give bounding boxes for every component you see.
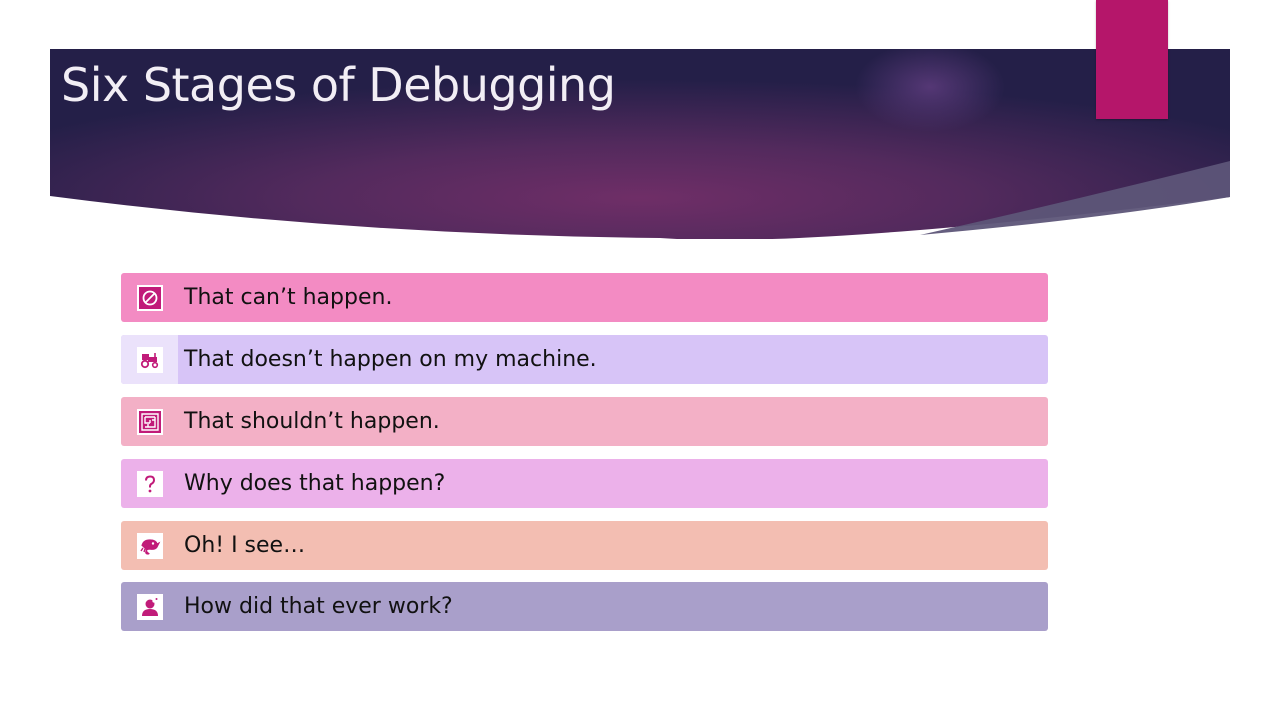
person-thinking-icon <box>136 593 163 620</box>
stage-label: That can’t happen. <box>184 285 393 310</box>
stage-label: How did that ever work? <box>184 594 453 619</box>
slide-title: Six Stages of Debugging <box>61 58 616 112</box>
stage-item: That doesn’t happen on my machine. <box>121 335 1048 384</box>
stage-item: Oh! I see… <box>121 521 1048 570</box>
stage-item: How did that ever work? <box>121 582 1048 631</box>
title-banner <box>50 49 1230 239</box>
stage-label: Why does that happen? <box>184 471 446 496</box>
question-mark-icon <box>136 470 163 497</box>
tractor-icon <box>136 346 163 373</box>
chameleon-icon <box>136 532 163 559</box>
prohibited-icon <box>136 284 163 311</box>
maze-icon <box>136 408 163 435</box>
stage-item: That can’t happen. <box>121 273 1048 322</box>
stage-label: That doesn’t happen on my machine. <box>184 347 597 372</box>
stage-item: That shouldn’t happen. <box>121 397 1048 446</box>
stage-item: Why does that happen? <box>121 459 1048 508</box>
stage-label: That shouldn’t happen. <box>184 409 440 434</box>
stage-label: Oh! I see… <box>184 533 306 558</box>
accent-tab <box>1096 0 1168 119</box>
